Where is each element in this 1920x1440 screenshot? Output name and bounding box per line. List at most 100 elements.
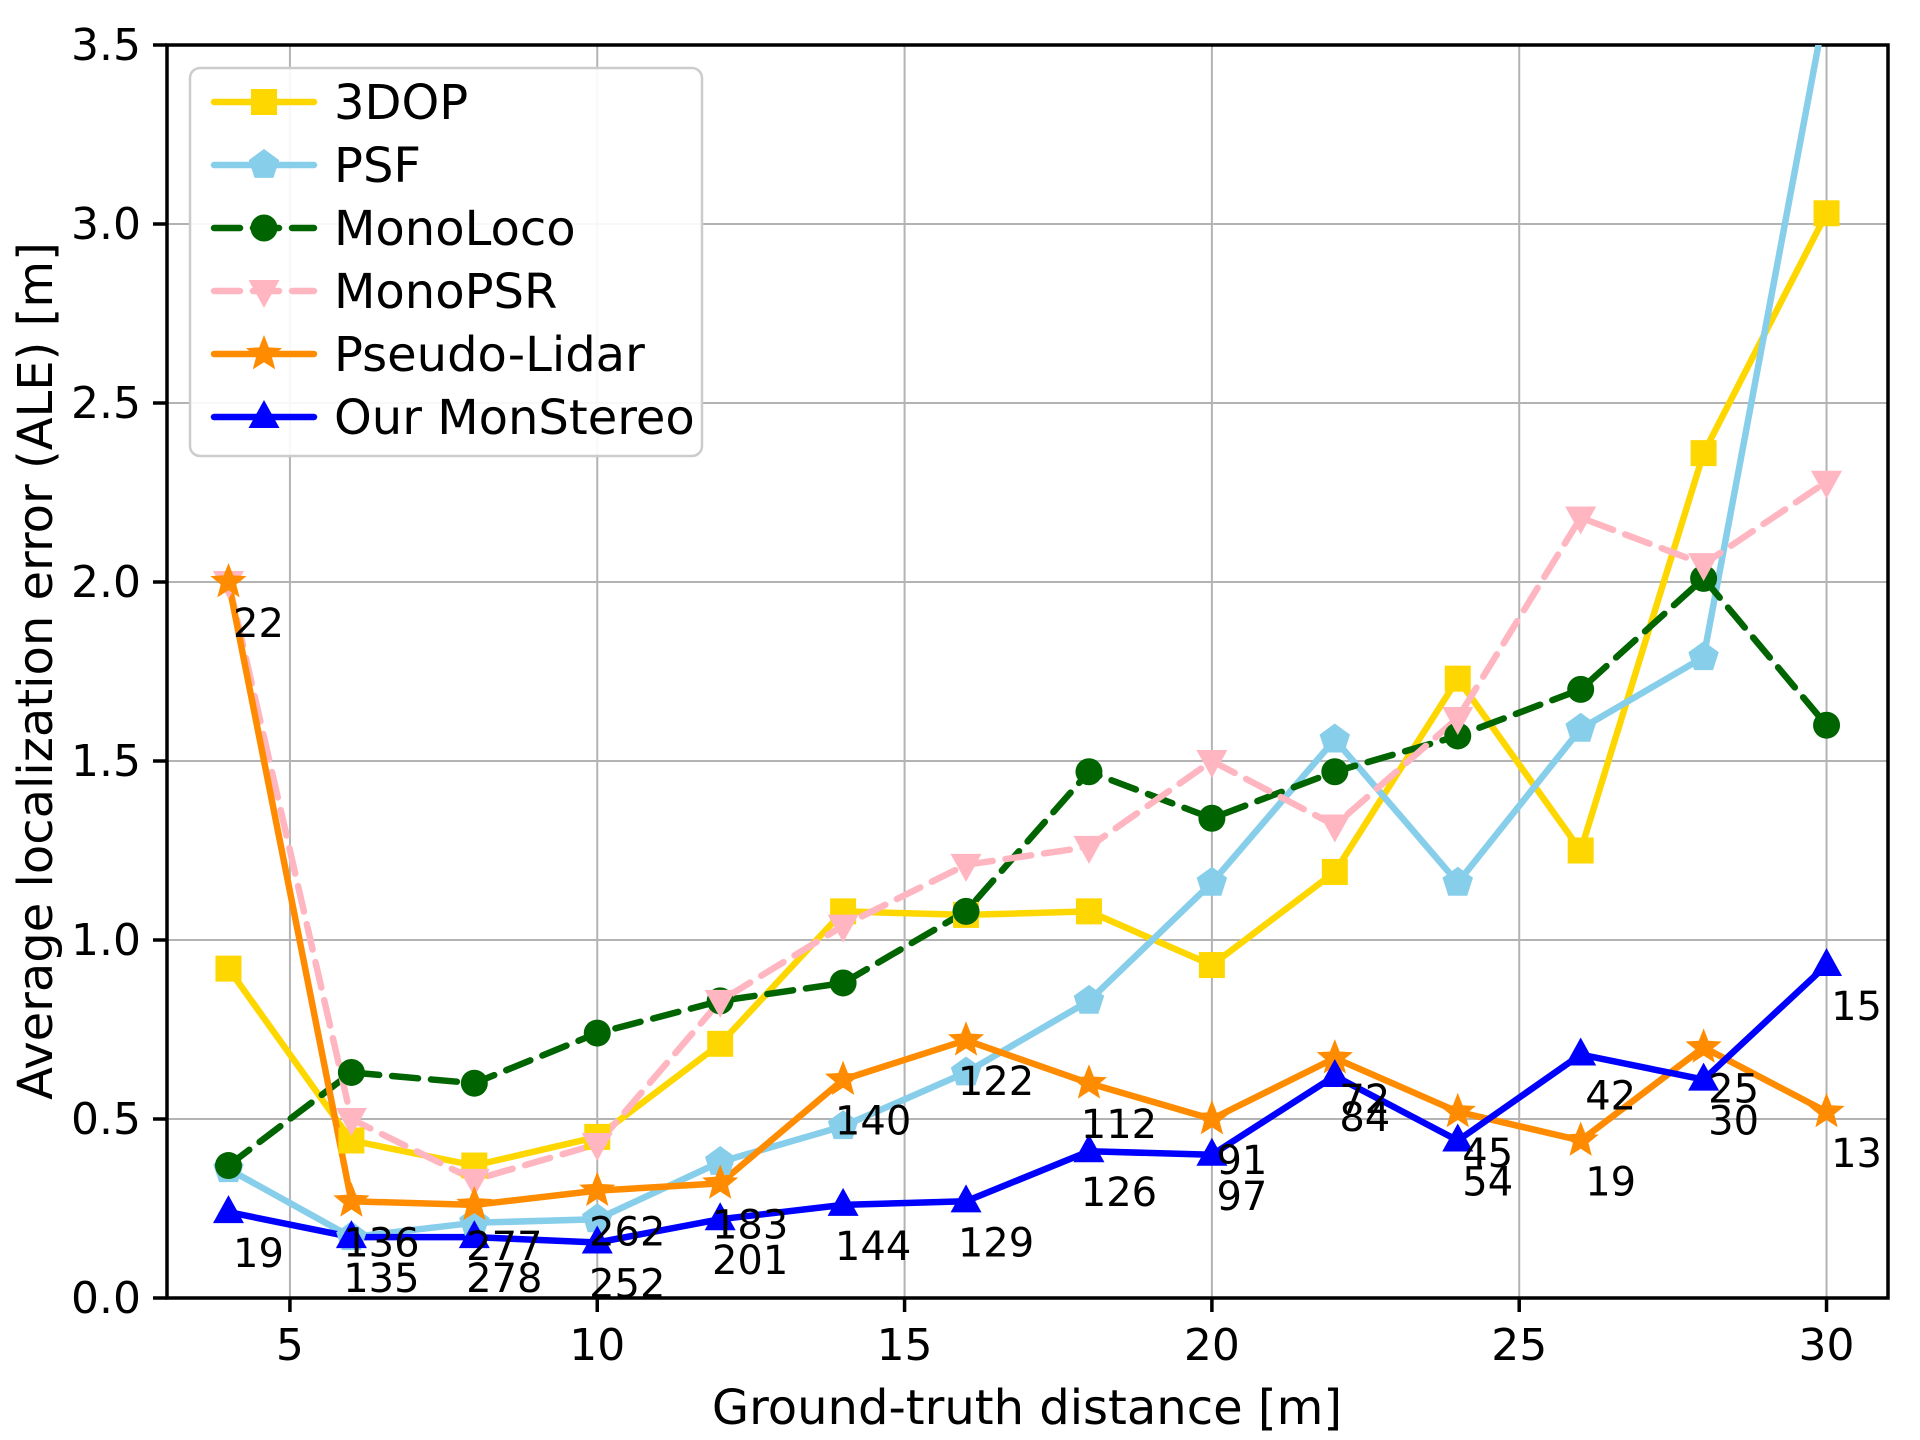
legend-marker-monopsr bbox=[248, 280, 280, 308]
marker-3dop-22 bbox=[1321, 858, 1348, 885]
y-tick-label-3.0: 3.0 bbox=[71, 199, 141, 250]
line-our-monstereo bbox=[225, 961, 1830, 1246]
annotation-our-monstereo-24: 54 bbox=[1462, 1159, 1513, 1205]
marker-layer bbox=[210, 0, 1845, 1254]
marker-our-monstereo-14 bbox=[827, 1187, 859, 1216]
marker-monoloco-18 bbox=[1075, 758, 1103, 786]
annotation-our-monstereo-22: 84 bbox=[1339, 1095, 1390, 1141]
marker-monopsr-20 bbox=[1196, 750, 1228, 778]
legend-item-monopsr: MonoPSR bbox=[210, 264, 557, 320]
y-tick-label-0.5: 0.5 bbox=[71, 1094, 141, 1145]
annotation-pseudo-lidar-6: 136 bbox=[343, 1220, 419, 1266]
marker-monopsr-26 bbox=[1565, 506, 1597, 535]
line-pseudo-lidar bbox=[225, 578, 1830, 1209]
legend-item-pseudo-lidar: Pseudo-Lidar bbox=[210, 327, 645, 383]
annotation-layer: 22 136 277 262 183 140 122 112 91 72 45 19 25 13 19 135… bbox=[233, 601, 1882, 1308]
annotation-our-monstereo-12: 201 bbox=[712, 1238, 788, 1284]
marker-monopsr-18 bbox=[1073, 835, 1105, 864]
marker-psf-30 bbox=[1811, 0, 1842, 15]
marker-pseudo-lidar-4 bbox=[210, 563, 247, 598]
legend-marker-monoloco bbox=[250, 214, 278, 242]
marker-monopsr-16 bbox=[950, 853, 982, 882]
x-axis: 5 10 15 20 25 30 bbox=[276, 1298, 1855, 1371]
y-tick-label-2.5: 2.5 bbox=[71, 378, 141, 429]
marker-monopsr-8 bbox=[458, 1168, 490, 1197]
marker-psf-24 bbox=[1442, 866, 1473, 896]
legend: 3DOP PSF MonoLoco MonoPSR Pseudo-Lidar Our Mo… bbox=[188, 66, 704, 458]
marker-our-monstereo-16 bbox=[950, 1184, 982, 1213]
annotation-pseudo-lidar-28: 25 bbox=[1708, 1066, 1759, 1112]
marker-pseudo-lidar-16 bbox=[948, 1021, 985, 1056]
y-axis-label: Average localization error (ALE) [m] bbox=[8, 242, 64, 1100]
x-tick-label-20: 20 bbox=[1184, 1320, 1240, 1371]
marker-pseudo-lidar-28 bbox=[1685, 1028, 1722, 1063]
marker-monopsr-22 bbox=[1319, 814, 1351, 843]
annotation-pseudo-lidar-8: 277 bbox=[466, 1224, 542, 1270]
legend-marker-our-monstereo bbox=[248, 400, 280, 428]
marker-monoloco-22 bbox=[1321, 758, 1349, 786]
legend-label-psf: PSF bbox=[334, 138, 421, 194]
legend-label-monopsr: MonoPSR bbox=[334, 264, 557, 320]
annotation-our-monstereo-8: 278 bbox=[466, 1256, 542, 1302]
legend-label-3dop: 3DOP bbox=[334, 75, 468, 131]
marker-monopsr-24 bbox=[1442, 707, 1474, 736]
legend-marker-3dop bbox=[251, 89, 277, 115]
marker-monoloco-10 bbox=[583, 1019, 611, 1047]
marker-psf-18 bbox=[1073, 984, 1105, 1014]
marker-monopsr-6 bbox=[335, 1108, 367, 1136]
marker-pseudo-lidar-10 bbox=[579, 1171, 616, 1206]
marker-our-monstereo-8 bbox=[458, 1220, 490, 1249]
y-tick-label-3.5: 3.5 bbox=[71, 20, 141, 71]
annotation-our-monstereo-18: 126 bbox=[1081, 1170, 1157, 1216]
annotation-pseudo-lidar-22: 72 bbox=[1339, 1077, 1390, 1123]
series-layer bbox=[225, 45, 1830, 1246]
marker-monoloco-20 bbox=[1198, 804, 1226, 832]
annotation-our-monstereo-30: 15 bbox=[1831, 984, 1882, 1030]
legend-label-pseudo-lidar: Pseudo-Lidar bbox=[334, 327, 645, 383]
annotation-pseudo-lidar-12: 183 bbox=[712, 1202, 788, 1248]
legend-marker-psf bbox=[248, 149, 280, 178]
marker-our-monstereo-30 bbox=[1811, 948, 1843, 977]
annotation-pseudo-lidar-4: 22 bbox=[233, 601, 284, 647]
marker-psf-20 bbox=[1196, 866, 1228, 896]
y-tick-label-2.0: 2.0 bbox=[71, 557, 141, 608]
legend-label-monoloco: MonoLoco bbox=[334, 201, 576, 257]
annotation-pseudo-lidar-30: 13 bbox=[1831, 1131, 1882, 1177]
marker-3dop-24 bbox=[1444, 665, 1471, 692]
annotation-pseudo-lidar-20: 91 bbox=[1216, 1138, 1267, 1184]
marker-our-monstereo-24 bbox=[1442, 1123, 1474, 1152]
marker-3dop-12 bbox=[707, 1030, 734, 1057]
marker-monopsr-30 bbox=[1811, 470, 1843, 499]
annotation-our-monstereo-16: 129 bbox=[958, 1220, 1034, 1266]
marker-pseudo-lidar-20 bbox=[1193, 1100, 1230, 1135]
marker-monopsr-14 bbox=[827, 914, 859, 943]
marker-3dop-18 bbox=[1075, 898, 1102, 925]
x-tick-label-25: 25 bbox=[1491, 1320, 1547, 1371]
marker-monoloco-26 bbox=[1567, 675, 1595, 703]
marker-psf-22 bbox=[1319, 723, 1350, 753]
x-axis-label: Ground-truth distance [m] bbox=[712, 1380, 1342, 1436]
legend-item-3dop: 3DOP bbox=[210, 75, 468, 131]
annotation-our-monstereo-28: 30 bbox=[1708, 1099, 1759, 1145]
annotation-our-monstereo-14: 144 bbox=[835, 1224, 911, 1270]
y-tick-label-1.0: 1.0 bbox=[71, 915, 141, 966]
marker-monoloco-30 bbox=[1813, 711, 1841, 739]
marker-our-monstereo-6 bbox=[335, 1220, 367, 1249]
marker-our-monstereo-12 bbox=[704, 1202, 736, 1231]
marker-pseudo-lidar-6 bbox=[333, 1182, 370, 1217]
marker-3dop-28 bbox=[1690, 440, 1717, 467]
marker-monoloco-16 bbox=[952, 897, 980, 925]
marker-psf-16 bbox=[950, 1056, 982, 1086]
x-tick-label-5: 5 bbox=[276, 1320, 304, 1371]
line-psf bbox=[225, 45, 1822, 1241]
marker-our-monstereo-28 bbox=[1688, 1062, 1720, 1091]
x-tick-label-10: 10 bbox=[569, 1320, 625, 1371]
legend-label-our-monstereo: Our MonStereo bbox=[334, 390, 695, 446]
annotation-our-monstereo-4: 19 bbox=[233, 1231, 284, 1277]
y-tick-label-0.0: 0.0 bbox=[71, 1273, 141, 1324]
legend-item-psf: PSF bbox=[210, 138, 421, 194]
annotation-pseudo-lidar-24: 45 bbox=[1462, 1131, 1513, 1177]
marker-psf-12 bbox=[705, 1146, 736, 1175]
